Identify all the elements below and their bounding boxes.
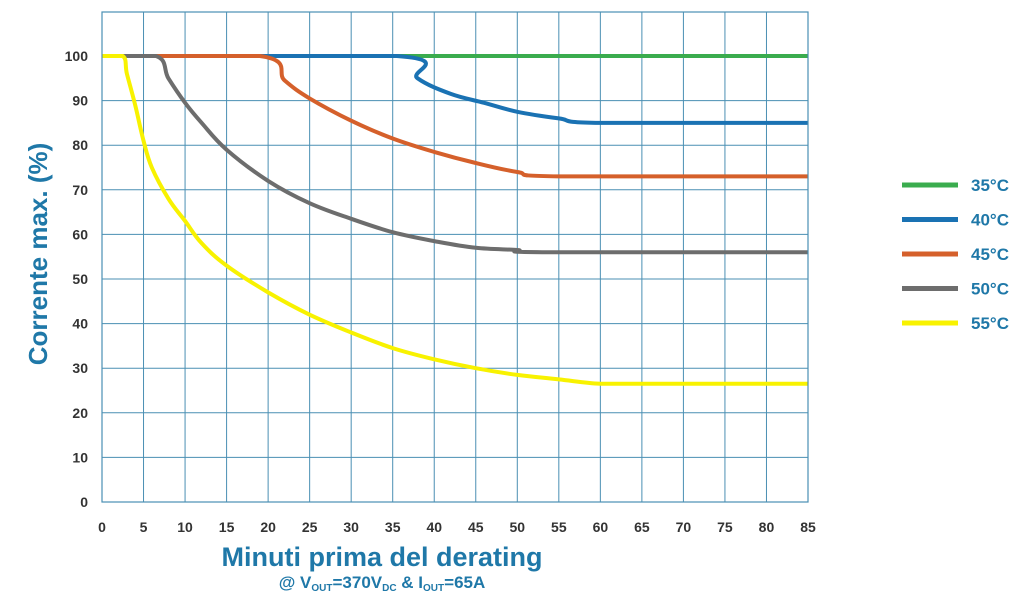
x-tick-label: 80 <box>759 519 775 535</box>
legend-label: 45°C <box>971 245 1009 264</box>
conditions-subtitle: @ VOUT=370VDC & IOUT=65A <box>279 573 486 594</box>
x-tick-label: 85 <box>800 519 816 535</box>
legend-label: 40°C <box>971 211 1009 230</box>
y-axis-title: Corrente max. (%) <box>23 143 53 366</box>
x-tick-label: 35 <box>385 519 401 535</box>
series-line-50Cc <box>102 54 808 255</box>
y-tick-label: 30 <box>72 360 88 376</box>
x-tick-label: 30 <box>343 519 359 535</box>
x-tick-label: 45 <box>468 519 484 535</box>
x-tick-label: 15 <box>219 519 235 535</box>
legend-label: 50°C <box>971 280 1009 299</box>
y-tick-label: 10 <box>72 449 88 465</box>
legend-label: 35°C <box>971 176 1009 195</box>
x-tick-label: 40 <box>426 519 442 535</box>
grid <box>101 12 809 503</box>
plot-frame <box>101 11 809 503</box>
y-tick-labels: 0 10 20 30 40 50 60 70 80 90 100 <box>65 48 89 510</box>
y-tick-label: 90 <box>72 93 88 109</box>
y-tick-label: 50 <box>72 271 88 287</box>
x-tick-label: 5 <box>140 519 148 535</box>
series-layer <box>102 54 808 386</box>
series-line-40Cc <box>102 54 808 125</box>
y-tick-label: 20 <box>72 405 88 421</box>
y-tick-label: 70 <box>72 182 88 198</box>
x-tick-label: 70 <box>676 519 692 535</box>
series-line-45Cc <box>102 54 808 179</box>
x-tick-label: 55 <box>551 519 567 535</box>
series-line-55Cc <box>102 54 808 386</box>
y-tick-label: 80 <box>72 137 88 153</box>
x-tick-label: 65 <box>634 519 650 535</box>
legend: 35°C 40°C 45°C 50°C 55°C <box>902 176 1009 333</box>
x-tick-label: 0 <box>98 519 106 535</box>
legend-label: 55°C <box>971 314 1009 333</box>
x-tick-label: 20 <box>260 519 276 535</box>
x-tick-label: 60 <box>593 519 609 535</box>
x-tick-labels: 0 5 10 15 20 25 30 35 40 45 50 55 60 65 70 75 80 85 <box>98 519 816 535</box>
y-tick-label: 60 <box>72 226 88 242</box>
x-tick-label: 50 <box>510 519 526 535</box>
x-tick-label: 25 <box>302 519 318 535</box>
y-tick-label: 0 <box>80 494 88 510</box>
x-tick-label: 10 <box>177 519 193 535</box>
y-tick-label: 40 <box>72 316 88 332</box>
x-axis-title: Minuti prima del derating <box>221 542 542 572</box>
x-tick-label: 75 <box>717 519 733 535</box>
y-tick-label: 100 <box>65 48 89 64</box>
